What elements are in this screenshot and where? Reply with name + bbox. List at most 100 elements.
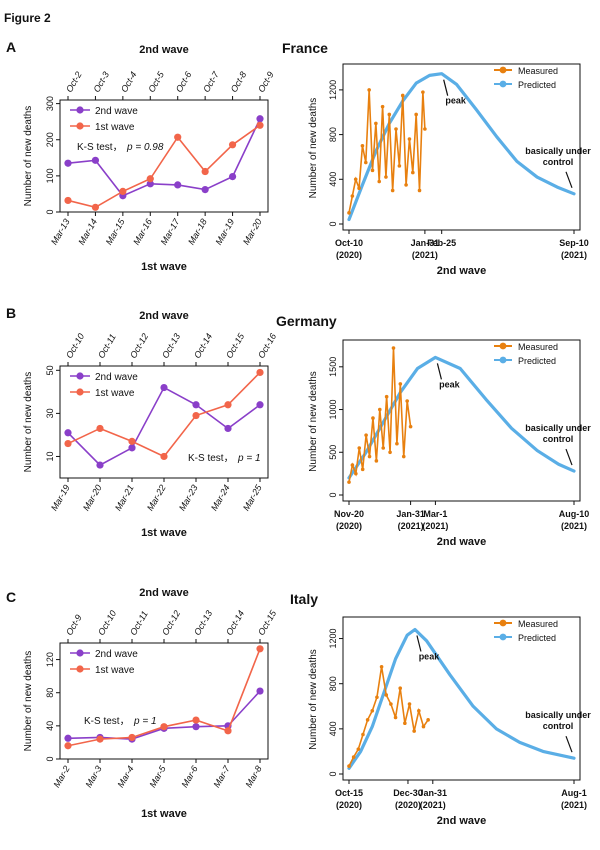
top-tick-label: Oct-10: [64, 332, 86, 360]
bottom-tick-label: Mar-19: [213, 217, 236, 247]
top-tick-label: Oct-8: [229, 70, 249, 94]
data-point: [192, 401, 200, 409]
plot-frame: [342, 616, 581, 781]
peak-label: peak: [439, 379, 461, 389]
x-tick-year: (2021): [420, 800, 446, 810]
data-point: [64, 429, 72, 437]
ks-test-label: K-S test，: [188, 453, 234, 464]
control-label: control: [543, 157, 574, 167]
measured-point: [354, 471, 358, 476]
measured-point: [357, 446, 362, 450]
top-tick-label: Oct-14: [192, 332, 214, 360]
bottom-tick-label: Mar-25: [241, 482, 264, 512]
y-tick-label: 120: [45, 652, 55, 667]
measured-point: [379, 664, 384, 669]
bottom-tick-label: Mar-16: [131, 217, 154, 247]
measured-point: [374, 459, 379, 463]
data-point: [96, 735, 104, 743]
top-tick-label: Oct-10: [96, 609, 118, 637]
measured-point: [423, 127, 427, 131]
peak-pointer: [416, 635, 422, 652]
legend-marker: [499, 633, 507, 641]
measured-point: [380, 104, 385, 109]
measured-point: [390, 188, 395, 193]
data-point: [256, 115, 264, 123]
measured-point: [363, 160, 368, 165]
top-tick-label: Oct-13: [192, 609, 214, 637]
measured-point: [384, 394, 389, 399]
bottom-tick-label: Mar-22: [145, 483, 168, 513]
bottom-tick-label: Mar-18: [186, 217, 209, 247]
data-point: [160, 723, 168, 731]
y-tick-label: 100: [45, 168, 55, 183]
measured-point: [377, 179, 382, 184]
x-tick-label: Mar-1: [423, 509, 447, 519]
figure-title: Figure 2: [4, 11, 51, 25]
measured-point: [400, 93, 405, 98]
top-tick-label: Oct-12: [128, 332, 150, 360]
y-axis-title: Number of new deaths: [23, 106, 34, 207]
measured-point: [401, 454, 406, 459]
series-line: [67, 118, 261, 197]
bottom-axis-title: 1st wave: [141, 808, 187, 820]
y-tick-label: 400: [328, 721, 338, 736]
bottom-tick-label: Mar-14: [76, 217, 99, 247]
y-axis-title: Number of new deaths: [308, 371, 319, 472]
data-point: [192, 723, 200, 731]
top-tick-label: Oct-4: [119, 70, 139, 94]
measured-point: [384, 693, 389, 697]
data-point: [256, 401, 264, 409]
control-label: control: [543, 434, 574, 444]
country-title: Germany: [276, 313, 337, 329]
legend-label: 1st wave: [95, 388, 135, 399]
bottom-tick-label: Mar-2: [51, 764, 71, 789]
measured-point: [404, 183, 408, 187]
y-tick-label: 1200: [328, 80, 338, 100]
measured-point: [377, 407, 382, 412]
data-point: [228, 172, 237, 181]
bottom-tick-label: Mar-17: [159, 216, 182, 246]
top-tick-label: Oct-9: [256, 70, 276, 94]
ks-p-value: p = 0.98: [126, 142, 164, 153]
x-tick-year: (2020): [395, 800, 421, 810]
data-point: [224, 401, 232, 409]
bottom-tick-label: Mar-13: [49, 217, 72, 247]
data-point: [146, 175, 154, 183]
top-tick-label: Oct-5: [146, 69, 166, 94]
legend-marker: [499, 342, 507, 350]
top-axis-title: 2nd wave: [139, 44, 189, 56]
data-point: [201, 186, 209, 194]
bottom-axis-title: 1st wave: [141, 527, 187, 539]
legend-label: Measured: [518, 66, 558, 76]
x-tick-year: (2021): [412, 250, 438, 260]
legend-label: 2nd wave: [95, 106, 138, 117]
measured-point: [411, 170, 415, 175]
measured-point: [365, 718, 370, 722]
y-tick-label: 0: [45, 756, 55, 761]
peak-label: peak: [419, 652, 441, 662]
y-tick-label: 10: [45, 451, 55, 461]
bottom-tick-label: Mar-20: [81, 483, 104, 513]
top-tick-label: Oct-9: [64, 613, 84, 637]
measured-point: [407, 702, 412, 706]
y-tick-label: 200: [45, 132, 55, 147]
data-point: [128, 444, 136, 452]
plot-frame: [59, 99, 269, 213]
measured-point: [361, 732, 365, 737]
x-tick-year: (2021): [422, 521, 448, 531]
control-label: control: [543, 721, 574, 731]
data-point: [228, 141, 237, 149]
x-tick-label: Jan-31: [419, 788, 448, 798]
top-tick-label: Oct-15: [224, 331, 247, 360]
measured-point: [375, 695, 379, 700]
control-label: basically under: [525, 710, 591, 720]
bottom-tick-label: Mar-8: [243, 764, 263, 789]
x-tick-year: (2020): [336, 521, 362, 531]
x-tick-label: Jan-31: [396, 509, 425, 519]
legend-marker: [76, 106, 84, 114]
measured-point: [364, 433, 368, 437]
measured-point: [403, 721, 407, 726]
legend-label: Predicted: [518, 356, 556, 366]
x-tick-label: Feb-25: [427, 238, 456, 248]
panel-letter: B: [6, 305, 16, 321]
